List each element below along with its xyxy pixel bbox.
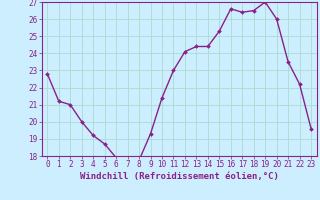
- X-axis label: Windchill (Refroidissement éolien,°C): Windchill (Refroidissement éolien,°C): [80, 172, 279, 181]
